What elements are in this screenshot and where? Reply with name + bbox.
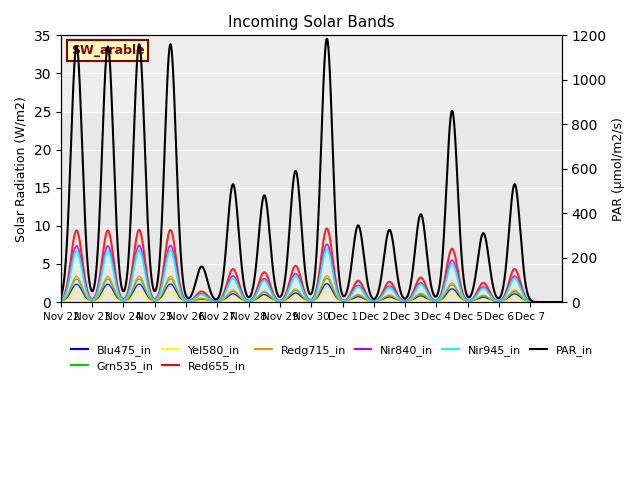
Y-axis label: PAR (μmol/m2/s): PAR (μmol/m2/s) [612, 117, 625, 221]
Legend: Blu475_in, Grn535_in, Yel580_in, Red655_in, Redg715_in, Nir840_in, Nir945_in, PA: Blu475_in, Grn535_in, Yel580_in, Red655_… [67, 340, 597, 376]
Y-axis label: Solar Radiation (W/m2): Solar Radiation (W/m2) [15, 96, 28, 241]
Text: SW_arable: SW_arable [71, 44, 145, 57]
Title: Incoming Solar Bands: Incoming Solar Bands [228, 15, 395, 30]
Bar [61, 36, 561, 111]
